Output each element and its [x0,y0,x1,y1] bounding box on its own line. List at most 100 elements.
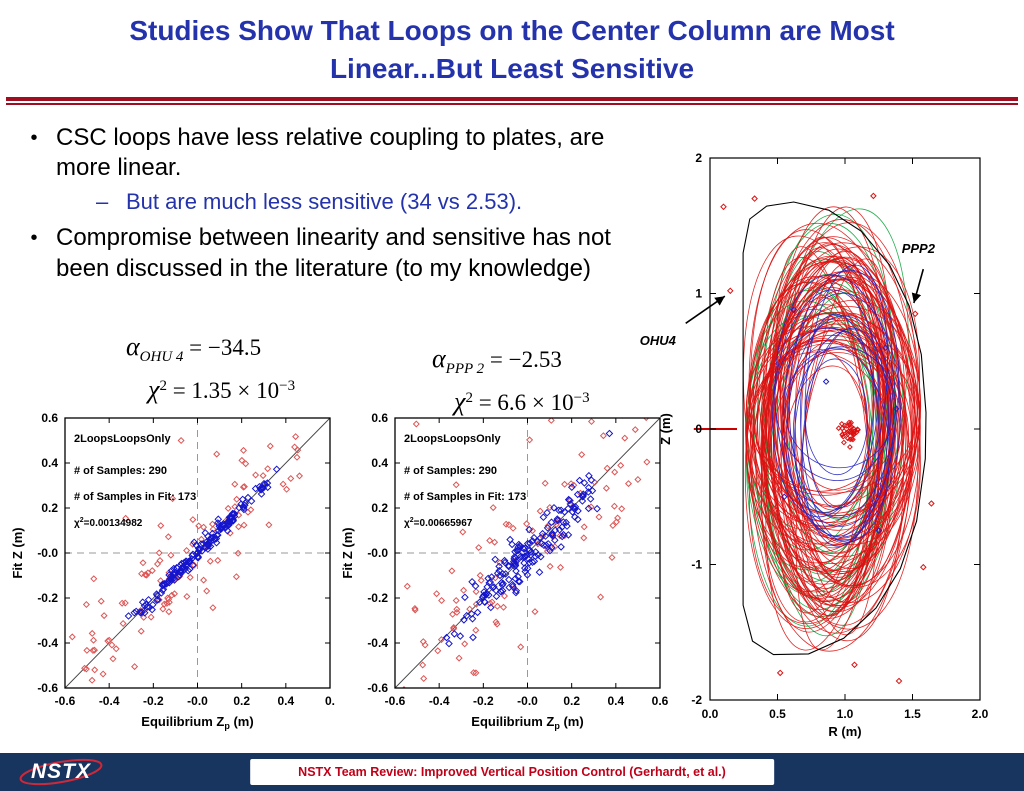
svg-text:-0.0: -0.0 [37,546,58,560]
nstx-logo: NSTX [16,755,106,789]
svg-text:1.0: 1.0 [837,707,854,721]
svg-text:Equilibrium Zp (m): Equilibrium Zp (m) [471,714,583,731]
chi-exponent: 2 [465,390,473,406]
svg-text:-0.4: -0.4 [429,694,450,708]
credit-banner: NSTX Team Review: Improved Vertical Posi… [250,759,774,785]
page-title: Studies Show That Loops on the Center Co… [129,15,895,46]
flux-loops-plot: 0.0 0.5 1.0 1.5 2.0 -2 -1 0 1 2 PPP2 OHU4 R (m) Z (m) [640,151,989,739]
svg-text:0.2: 0.2 [41,501,58,515]
sub-bullet-text: But are much less sensitive (34 vs 2.53)… [126,188,523,214]
svg-text:0.2: 0.2 [371,501,388,515]
bullet-text: CSC loops have less relative coupling to… [56,124,605,182]
chi-value: = 1.35 × 10 [166,378,280,403]
bullet-item-1: • CSC loops have less relative coupling … [12,123,677,184]
alpha-equation: αPPP 2 = −2.53 [432,344,590,378]
sub-bullet-glyph: – [96,188,109,214]
svg-text:# of Samples: 290: # of Samples: 290 [74,465,167,477]
svg-text:χ2=0.00665967: χ2=0.00665967 [404,517,473,529]
svg-text:# of Samples in Fit: 173: # of Samples in Fit: 173 [74,491,196,503]
bullet-list: • CSC loops have less relative coupling … [12,123,677,288]
equation-ppp2: αPPP 2 = −2.53 χ2 = 6.6 × 10−3 [432,344,590,417]
svg-text:0.4: 0.4 [607,694,624,708]
chi-equation: χ2 = 6.6 × 10−3 [454,387,590,417]
equation-ohu4: αOHU 4 = −34.5 χ2 = 1.35 × 10−3 [126,332,295,405]
svg-text:-0.6: -0.6 [55,694,76,708]
svg-text:-0.6: -0.6 [37,681,58,695]
svg-text:-0.6: -0.6 [385,694,406,708]
alpha-symbol: α [126,332,140,361]
svg-text:0.4: 0.4 [371,456,388,470]
svg-text:-0.0: -0.0 [187,694,208,708]
alpha-symbol: α [432,344,446,373]
chi-exponent: 2 [159,378,167,394]
svg-text:OHU4: OHU4 [640,333,677,348]
svg-text:2LoopsLoopsOnly: 2LoopsLoopsOnly [74,433,171,445]
svg-text:Fit Z (m): Fit Z (m) [340,527,355,578]
svg-text:1.5: 1.5 [904,707,921,721]
svg-text:Fit Z (m): Fit Z (m) [10,527,25,578]
svg-text:0.6: 0.6 [371,411,388,425]
svg-text:-0.4: -0.4 [37,636,58,650]
chi-power: −3 [573,390,590,406]
svg-text:2.0: 2.0 [972,707,989,721]
svg-text:-1: -1 [691,558,702,572]
chi-power: −3 [279,378,296,394]
bullet-glyph: • [30,127,38,149]
credit-text: NSTX Team Review: Improved Vertical Posi… [298,765,726,779]
svg-text:# of Samples: 290: # of Samples: 290 [404,465,497,477]
svg-text:PPP2: PPP2 [902,241,936,256]
svg-text:-0.2: -0.2 [143,694,164,708]
svg-text:0.6: 0.6 [41,411,58,425]
svg-text:-0.2: -0.2 [473,694,494,708]
bullet-item-2: • Compromise between linearity and sensi… [12,223,677,284]
alpha-equation: αOHU 4 = −34.5 [126,332,295,366]
svg-text:χ2=0.00134982: χ2=0.00134982 [74,517,143,529]
title-rule-thick [6,97,1018,101]
svg-text:-0.2: -0.2 [367,591,388,605]
chi-symbol: χ [454,387,466,416]
alpha-value: = −34.5 [183,335,262,360]
svg-text:0.: 0. [325,694,335,708]
logo-text: NSTX [31,760,92,783]
footer-bar: NSTX NSTX Team Review: Improved Vertical… [0,753,1024,791]
svg-text:-0.4: -0.4 [99,694,120,708]
svg-text:0.6: 0.6 [652,694,668,708]
svg-text:2: 2 [695,151,702,165]
svg-text:0.4: 0.4 [41,456,58,470]
svg-text:0.2: 0.2 [233,694,250,708]
alpha-value: = −2.53 [484,347,562,372]
svg-text:Z (m): Z (m) [658,413,673,445]
svg-text:0.0: 0.0 [702,707,719,721]
svg-text:-0.6: -0.6 [367,681,388,695]
chi-value: = 6.6 × 10 [472,390,574,415]
svg-text:-0.2: -0.2 [37,591,58,605]
scatter-plot-ohu4: -0.6-0.6 -0.4 -0.4 -0.2 -0.2 -0.0 -0.0 0.2 0.2 0.… [10,411,335,731]
bullet-subitem-1: – But are much less sensitive (34 vs 2.5… [96,188,677,216]
svg-text:0.2: 0.2 [563,694,580,708]
alpha-subscript: OHU 4 [139,349,184,365]
chi-equation: χ2 = 1.35 × 10−3 [148,375,295,405]
slide-header: Studies Show That Loops on the Center Co… [0,12,1024,88]
title-rule-thin [6,103,1018,105]
chi-symbol: χ [148,375,160,404]
svg-text:-0.4: -0.4 [367,636,388,650]
svg-text:0.5: 0.5 [769,707,786,721]
bullet-glyph: • [30,227,38,250]
logo-orbit-icon [19,758,103,786]
svg-text:-0.0: -0.0 [517,694,538,708]
page-title-line2: Linear...But Least Sensitive [329,53,695,84]
svg-text:Equilibrium Zp (m): Equilibrium Zp (m) [141,714,253,731]
svg-text:0: 0 [695,422,702,436]
svg-text:1: 1 [695,287,702,301]
svg-text:R (m): R (m) [828,724,861,739]
svg-text:2LoopsLoopsOnly: 2LoopsLoopsOnly [404,433,501,445]
scatter-plot-ppp2: -0.6-0.6 -0.4 -0.4 -0.2 -0.2 -0.0 -0.0 0.2 0.2 0.… [340,411,668,731]
svg-text:# of Samples in Fit: 173: # of Samples in Fit: 173 [404,491,526,503]
svg-text:-0.0: -0.0 [367,546,388,560]
svg-text:-2: -2 [691,693,702,707]
alpha-subscript: PPP 2 [445,361,485,377]
bullet-text: Compromise between linearity and sensiti… [56,224,611,282]
svg-text:0.4: 0.4 [277,694,294,708]
title-rule [6,97,1018,105]
